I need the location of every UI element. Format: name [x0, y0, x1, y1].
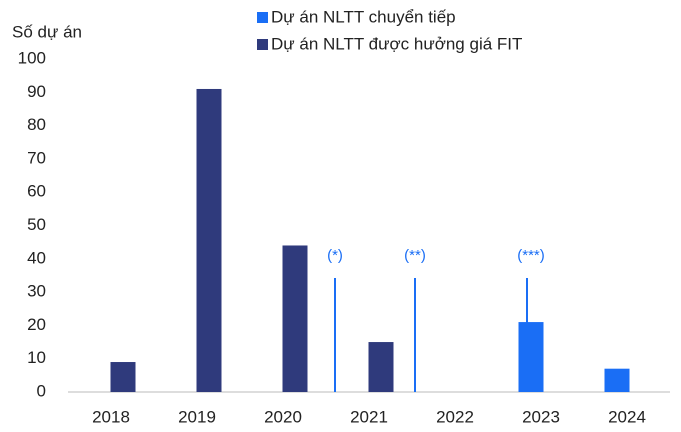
y-tick-label: 20 — [27, 315, 46, 334]
y-tick-label: 30 — [27, 282, 46, 301]
x-tick-label: 2022 — [436, 407, 474, 426]
bar — [368, 342, 394, 392]
y-axis-title: Số dự án — [12, 22, 82, 41]
y-tick-label: 70 — [27, 148, 46, 167]
x-tick-label: 2020 — [264, 407, 302, 426]
y-tick-label: 10 — [27, 348, 46, 367]
legend-label: Dự án NLTT được hưởng giá FIT — [271, 34, 522, 53]
y-tick-label: 100 — [18, 48, 46, 67]
annotation: (**) — [404, 247, 426, 264]
x-tick-label: 2021 — [350, 407, 388, 426]
legend-swatch — [257, 39, 268, 50]
legend-swatch — [257, 12, 268, 23]
y-tick-label: 90 — [27, 82, 46, 101]
bar — [604, 368, 630, 392]
bar — [282, 245, 308, 392]
legend-label: Dự án NLTT chuyển tiếp — [271, 7, 456, 26]
y-tick-label: 80 — [27, 115, 46, 134]
y-tick-label: 40 — [27, 248, 46, 267]
x-tick-label: 2024 — [608, 407, 646, 426]
x-tick-label: 2019 — [178, 407, 216, 426]
bar — [110, 362, 136, 392]
y-tick-label: 60 — [27, 182, 46, 201]
annotation: (***) — [517, 247, 545, 264]
bar — [196, 88, 222, 392]
bar — [518, 322, 544, 392]
x-tick-label: 2018 — [92, 407, 130, 426]
y-tick-label: 50 — [27, 215, 46, 234]
annotation: (*) — [327, 247, 343, 264]
x-tick-label: 2023 — [522, 407, 560, 426]
y-tick-label: 0 — [37, 381, 46, 400]
